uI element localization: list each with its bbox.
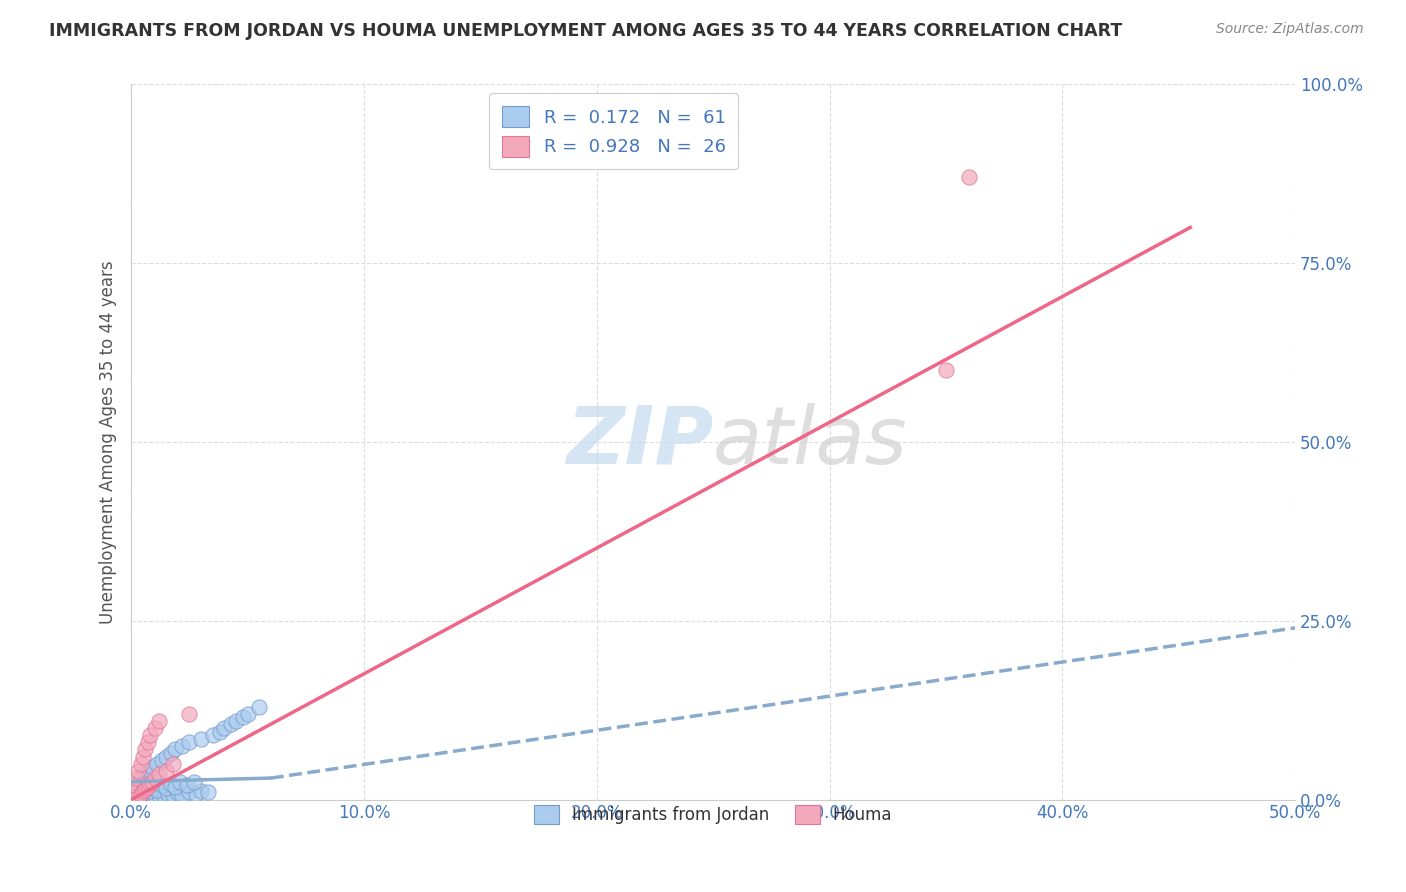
Point (153, 789, 176, 803)
Point (132, 749, 155, 764)
Point (122, 781, 145, 796)
Point (179, 735, 201, 749)
Point (201, 728, 224, 742)
Point (127, 764, 149, 778)
Point (179, 785, 201, 799)
Text: atlas: atlas (713, 403, 908, 481)
Point (179, 706, 201, 721)
Point (136, 735, 159, 749)
Point (129, 787, 152, 801)
Point (141, 789, 163, 803)
Point (169, 775, 191, 789)
Point (957, 170, 980, 185)
Point (139, 764, 162, 778)
Text: Source: ZipAtlas.com: Source: ZipAtlas.com (1216, 22, 1364, 37)
Y-axis label: Unemployment Among Ages 35 to 44 years: Unemployment Among Ages 35 to 44 years (100, 260, 117, 624)
Point (122, 792, 145, 806)
Point (148, 788, 170, 802)
Point (122, 785, 145, 799)
Point (172, 739, 194, 753)
Point (122, 778, 145, 792)
Point (172, 788, 194, 802)
Point (129, 756, 152, 771)
Point (165, 780, 187, 794)
Point (148, 767, 170, 781)
Point (186, 787, 208, 801)
Point (134, 767, 156, 781)
Point (935, 363, 957, 377)
Point (197, 785, 219, 799)
Point (165, 742, 187, 756)
Point (125, 789, 148, 803)
Point (125, 771, 148, 785)
Point (122, 792, 145, 806)
Point (132, 777, 155, 791)
Point (127, 791, 149, 805)
Point (139, 784, 162, 798)
Point (141, 760, 163, 774)
Legend: Immigrants from Jordan, Houma: Immigrants from Jordan, Houma (524, 795, 903, 834)
Point (125, 784, 148, 798)
Point (159, 777, 181, 791)
Point (208, 724, 231, 739)
Point (236, 706, 259, 721)
Point (155, 749, 177, 764)
Point (190, 784, 212, 798)
Point (141, 774, 163, 789)
Point (143, 780, 166, 794)
Point (162, 789, 184, 803)
Point (148, 714, 170, 728)
Point (134, 742, 156, 756)
Point (166, 786, 188, 800)
Point (129, 771, 152, 785)
Point (129, 780, 152, 794)
Point (127, 789, 149, 803)
Point (127, 789, 149, 804)
Point (134, 787, 156, 801)
Point (143, 721, 166, 735)
Point (150, 778, 173, 792)
Point (139, 777, 162, 791)
Point (155, 780, 177, 795)
Point (150, 753, 173, 767)
Point (136, 789, 159, 803)
Point (127, 774, 149, 789)
Point (221, 717, 243, 731)
Point (176, 778, 198, 792)
Point (146, 756, 169, 771)
Point (122, 778, 145, 792)
Point (225, 714, 247, 728)
Point (125, 785, 148, 799)
Point (134, 781, 156, 796)
Point (129, 788, 152, 802)
Point (162, 756, 184, 771)
Point (136, 780, 159, 794)
Point (232, 710, 254, 724)
Point (157, 787, 180, 801)
Point (134, 785, 156, 799)
Point (143, 771, 166, 785)
Point (190, 731, 212, 746)
Point (132, 791, 155, 805)
Text: ZIP: ZIP (565, 403, 713, 481)
Point (247, 699, 270, 714)
Point (139, 728, 162, 742)
Point (214, 721, 236, 735)
Point (132, 784, 155, 798)
Point (125, 790, 148, 805)
Point (146, 782, 169, 797)
Point (159, 746, 181, 760)
Text: IMMIGRANTS FROM JORDAN VS HOUMA UNEMPLOYMENT AMONG AGES 35 TO 44 YEARS CORRELATI: IMMIGRANTS FROM JORDAN VS HOUMA UNEMPLOY… (49, 22, 1122, 40)
Point (183, 774, 205, 789)
Point (139, 790, 162, 805)
Point (143, 789, 166, 804)
Point (155, 764, 177, 778)
Point (136, 781, 159, 796)
